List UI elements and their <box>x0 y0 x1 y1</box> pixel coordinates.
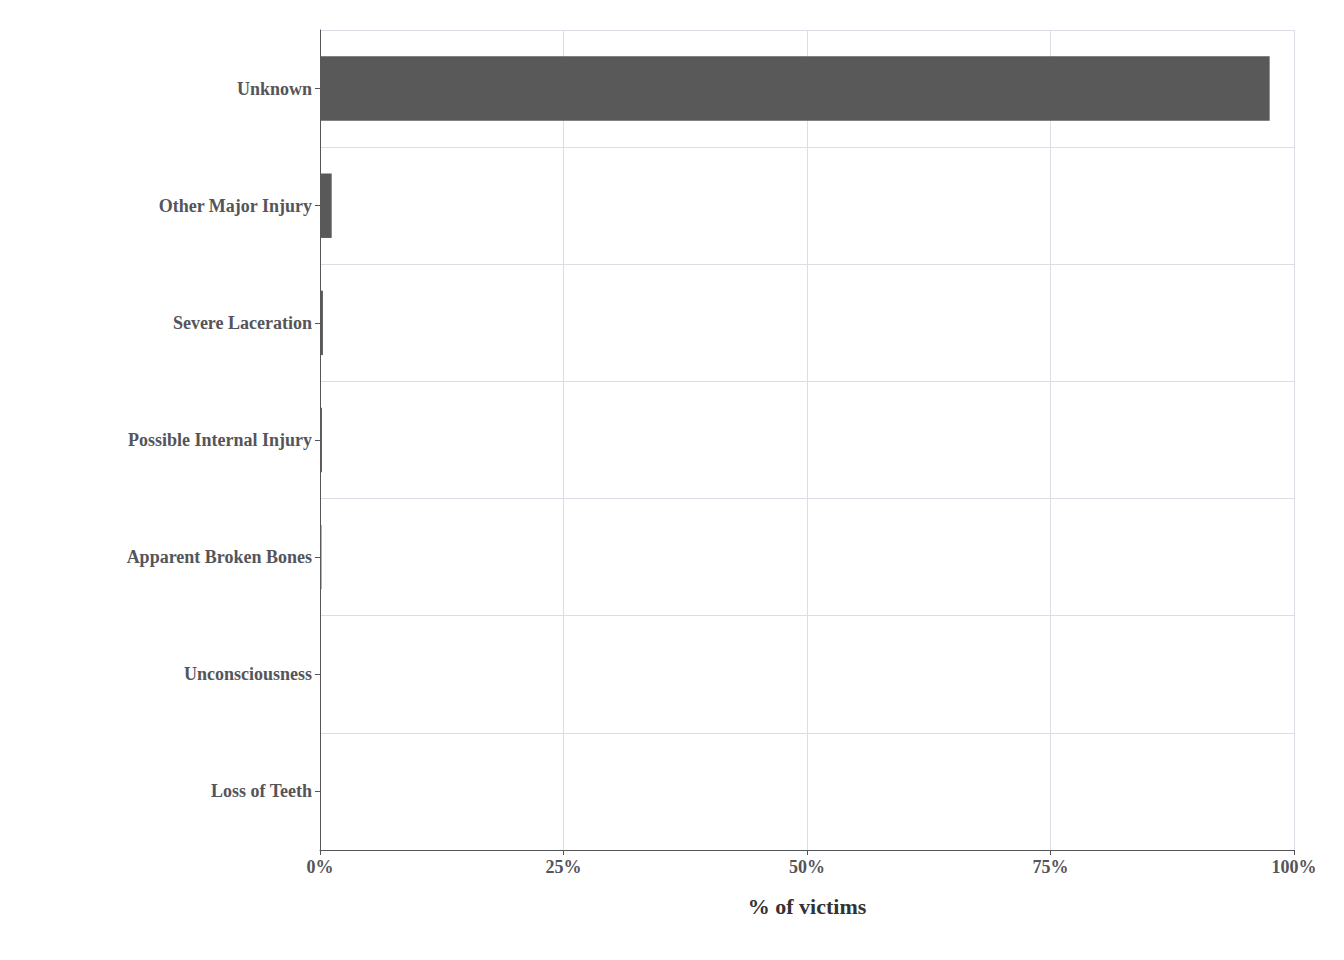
svg-text:100%: 100% <box>1272 857 1317 877</box>
svg-text:25%: 25% <box>546 857 582 877</box>
svg-text:Loss of Teeth: Loss of Teeth <box>211 781 312 801</box>
svg-text:75%: 75% <box>1033 857 1069 877</box>
svg-text:% of victims: % of victims <box>748 894 867 919</box>
svg-text:50%: 50% <box>789 857 825 877</box>
svg-text:Other Major Injury: Other Major Injury <box>159 196 312 216</box>
svg-text:Unknown: Unknown <box>237 79 312 99</box>
svg-text:0%: 0% <box>307 857 334 877</box>
svg-text:Apparent Broken Bones: Apparent Broken Bones <box>127 547 312 567</box>
svg-text:Unconsciousness: Unconsciousness <box>184 664 312 684</box>
svg-text:Possible Internal Injury: Possible Internal Injury <box>128 430 312 450</box>
svg-text:Severe Laceration: Severe Laceration <box>173 313 312 333</box>
